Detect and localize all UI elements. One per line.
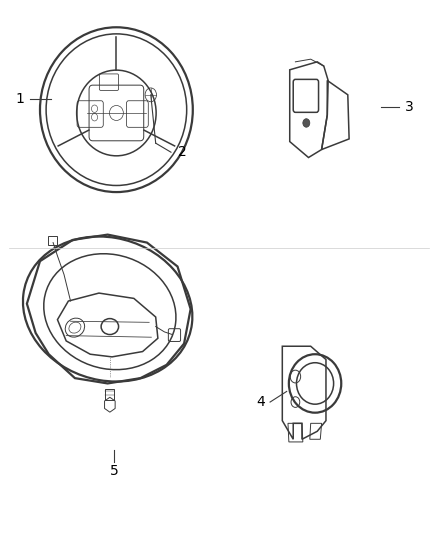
Text: 3: 3 xyxy=(405,100,413,114)
Bar xyxy=(106,389,114,400)
Text: 1: 1 xyxy=(16,92,25,106)
Circle shape xyxy=(303,119,310,127)
Text: 4: 4 xyxy=(256,395,265,409)
Text: 2: 2 xyxy=(177,145,186,159)
Text: 5: 5 xyxy=(110,464,119,478)
